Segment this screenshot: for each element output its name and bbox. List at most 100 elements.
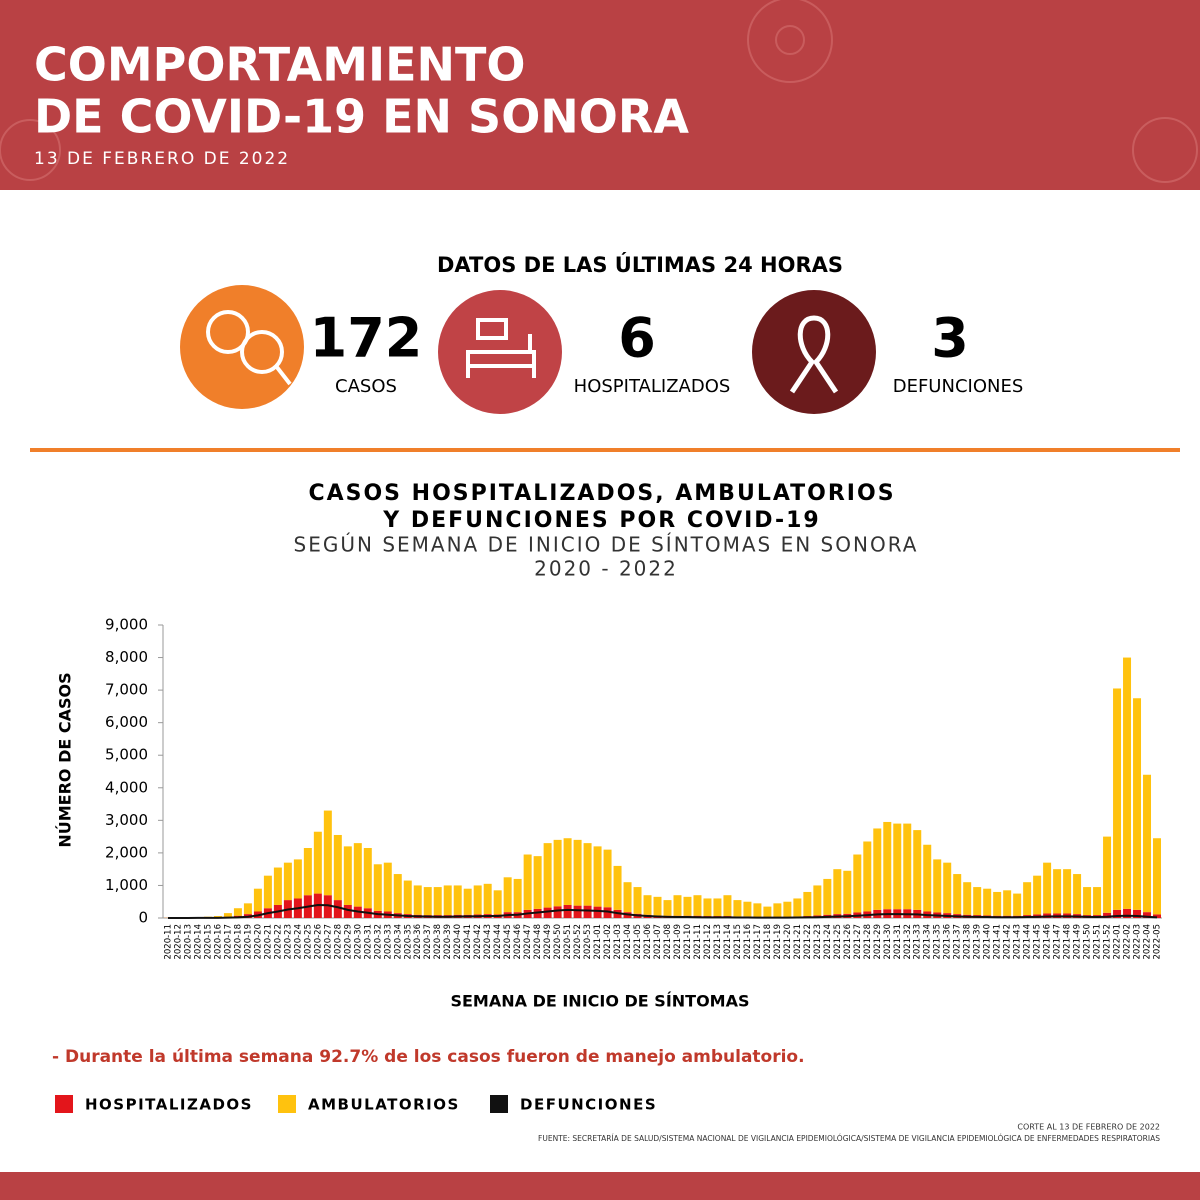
bar-segment	[863, 841, 872, 912]
x-tick-label: 2021-41	[993, 924, 1003, 960]
bar-segment	[363, 848, 372, 909]
bar-segment	[633, 887, 642, 914]
x-tick-label: 2021-13	[713, 924, 723, 960]
bar-segment	[1113, 909, 1122, 918]
bar-segment	[553, 839, 562, 907]
x-tick-label: 2021-05	[633, 924, 643, 960]
stats-heading: DATOS DE LAS ÚLTIMAS 24 HORAS	[437, 252, 843, 277]
bar-segment	[1013, 893, 1022, 916]
bar-segment	[873, 828, 882, 910]
bar-segment	[243, 903, 252, 915]
x-tick-label: 2020-35	[403, 924, 413, 960]
x-tick-label: 2021-46	[1043, 924, 1053, 960]
footer-corte: CORTE AL 13 DE FEBRERO DE 2022	[1017, 1123, 1160, 1132]
bar-segment	[1043, 862, 1052, 914]
bar-segment	[593, 846, 602, 907]
bar-segment	[263, 875, 272, 909]
x-tick-label: 2021-24	[823, 924, 833, 960]
footer-fuente: FUENTE: SECRETARÍA DE SALUD/SISTEMA NACI…	[538, 1134, 1160, 1143]
bar-segment	[333, 834, 342, 901]
bar-segment	[883, 821, 892, 910]
x-tick-label: 2021-11	[693, 924, 703, 960]
x-tick-label: 2020-48	[533, 924, 543, 960]
bar-segment	[503, 877, 512, 913]
legend-swatch	[55, 1095, 73, 1113]
x-tick-label: 2021-38	[963, 924, 973, 960]
x-tick-label: 2021-27	[853, 924, 863, 960]
x-tick-label: 2021-33	[913, 924, 923, 960]
y-tick-label: 9,000	[105, 616, 148, 634]
x-tick-label: 2020-49	[543, 924, 553, 960]
bar-segment	[603, 849, 612, 908]
y-tick-label: 5,000	[105, 746, 148, 764]
x-tick-label: 2021-23	[813, 924, 823, 960]
bar-segment	[513, 878, 522, 913]
bar-segment	[953, 874, 962, 915]
bar-segment	[913, 830, 922, 910]
x-axis-title: SEMANA DE INICIO DE SÍNTOMAS	[450, 992, 749, 1011]
x-tick-label: 2021-12	[703, 924, 713, 960]
bar-segment	[1003, 890, 1012, 916]
x-tick-label: 2022-03	[1133, 924, 1143, 960]
bar-segment	[1143, 774, 1152, 913]
x-tick-label: 2021-47	[1053, 924, 1063, 960]
x-tick-label: 2021-51	[1093, 924, 1103, 960]
bar-segment	[323, 895, 332, 918]
ribbon-icon	[789, 315, 839, 394]
chart-title: Y DEFUNCIONES POR COVID-19	[382, 508, 820, 533]
bar-segment	[523, 854, 532, 910]
bar-segment	[1133, 698, 1142, 910]
x-tick-label: 2021-28	[863, 924, 873, 960]
chart-years: 2020 - 2022	[534, 557, 678, 581]
bar-segment	[583, 843, 592, 906]
x-tick-label: 2021-17	[753, 924, 763, 960]
x-tick-label: 2021-09	[673, 924, 683, 960]
x-tick-label: 2021-32	[903, 924, 913, 960]
bar-segment	[833, 869, 842, 915]
x-tick-label: 2020-36	[413, 924, 423, 960]
y-tick-label: 7,000	[105, 681, 148, 699]
x-tick-label: 2020-51	[563, 924, 573, 960]
bar-segment	[613, 865, 622, 910]
legend-label: DEFUNCIONES	[520, 1096, 657, 1114]
bar-segment	[1123, 908, 1132, 918]
x-tick-label: 2021-15	[733, 924, 743, 960]
bar-segment	[1023, 882, 1032, 916]
bar-segment	[963, 882, 972, 915]
x-tick-label: 2021-18	[763, 924, 773, 960]
y-tick-label: 2,000	[105, 843, 148, 861]
bar-segment	[373, 864, 382, 911]
bar-segment	[233, 908, 242, 916]
x-tick-label: 2020-24	[293, 924, 303, 960]
bar-segment	[983, 888, 992, 916]
bar-segment	[333, 900, 342, 918]
bar-segment	[783, 901, 792, 917]
x-tick-label: 2022-04	[1143, 924, 1153, 960]
x-tick-label: 2021-02	[603, 924, 613, 960]
x-tick-label: 2020-27	[323, 924, 333, 960]
x-tick-label: 2020-45	[503, 924, 513, 960]
legend-label: HOSPITALIZADOS	[85, 1096, 253, 1114]
x-tick-label: 2020-21	[263, 924, 273, 960]
x-tick-label: 2021-50	[1083, 924, 1093, 960]
x-tick-label: 2020-38	[433, 924, 443, 960]
x-tick-label: 2021-22	[803, 924, 813, 960]
x-tick-label: 2020-40	[453, 924, 463, 960]
bar-segment	[823, 878, 832, 915]
deaths-icon	[752, 290, 876, 414]
bar-segment	[493, 890, 502, 915]
bar-segment	[323, 810, 332, 896]
bar-segment	[473, 885, 482, 915]
x-tick-label: 2020-12	[173, 924, 183, 960]
y-tick-label: 0	[138, 909, 148, 927]
bar-segment	[693, 895, 702, 916]
x-tick-label: 2020-23	[283, 924, 293, 960]
x-tick-label: 2020-22	[273, 924, 283, 960]
bar-segment	[1053, 869, 1062, 914]
x-tick-label: 2022-05	[1153, 924, 1163, 960]
x-tick-label: 2022-02	[1123, 924, 1133, 960]
bar-segment	[533, 856, 542, 909]
x-tick-label: 2021-21	[793, 924, 803, 960]
